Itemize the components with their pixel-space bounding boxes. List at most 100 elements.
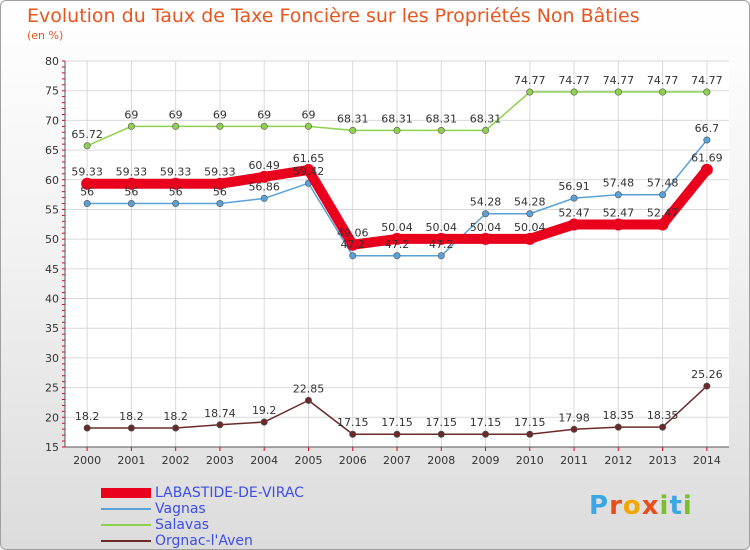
series-salavas-point <box>614 88 622 96</box>
series-vagnas-point <box>83 200 91 208</box>
y-tick-label: 50 <box>45 233 59 246</box>
unit-label: (en %) <box>27 29 64 42</box>
series-salavas-point <box>349 126 357 134</box>
legend-swatch-orgnac <box>101 540 151 542</box>
y-tick-label: 45 <box>45 263 59 276</box>
series-vagnas-point <box>349 252 357 260</box>
series-vagnas-point <box>614 191 622 199</box>
series-orgnac-data-label: 18.35 <box>603 409 635 422</box>
x-tick-label: 2005 <box>294 454 322 467</box>
x-tick-label: 2009 <box>472 454 500 467</box>
proxiti-logo: Proxiti <box>589 491 693 521</box>
series-labastide-data-label: 50.04 <box>381 221 413 234</box>
series-vagnas-point <box>260 194 268 202</box>
series-salavas-point <box>83 142 91 150</box>
series-vagnas-point <box>703 136 711 144</box>
series-orgnac-point <box>349 430 357 438</box>
series-salavas-data-label: 68.31 <box>470 112 502 125</box>
series-orgnac-point <box>393 430 401 438</box>
series-salavas-data-label: 74.77 <box>603 74 635 87</box>
series-vagnas-point <box>526 210 534 218</box>
chart-title: Evolution du Taux de Taxe Foncière sur l… <box>27 5 640 27</box>
logo-letter: x <box>641 491 660 521</box>
series-vagnas-data-label: 56.86 <box>248 180 280 193</box>
series-vagnas-data-label: 56 <box>169 186 183 199</box>
series-labastide-data-label: 59.33 <box>116 166 148 179</box>
series-labastide-point <box>612 218 625 231</box>
legend-item-orgnac: Orgnac-l'Aven <box>101 533 304 549</box>
series-vagnas-data-label: 56.91 <box>558 180 590 193</box>
logo-letter: i <box>682 491 693 521</box>
series-vagnas-point <box>659 191 667 199</box>
series-orgnac-data-label: 17.15 <box>337 416 369 429</box>
series-salavas-point <box>127 122 135 130</box>
series-vagnas-data-label: 56 <box>80 186 94 199</box>
series-vagnas-data-label: 59.42 <box>293 165 325 178</box>
series-orgnac-point <box>482 430 490 438</box>
series-salavas-data-label: 74.77 <box>691 74 723 87</box>
series-labastide-data-label: 59.33 <box>71 166 103 179</box>
series-orgnac-point <box>172 424 180 432</box>
series-salavas-point <box>437 126 445 134</box>
series-salavas-point <box>659 88 667 96</box>
series-orgnac-data-label: 18.2 <box>163 410 188 423</box>
series-labastide-point <box>700 163 713 176</box>
series-salavas-data-label: 65.72 <box>71 128 103 141</box>
series-labastide-point <box>213 177 226 190</box>
series-labastide-point <box>169 177 182 190</box>
series-orgnac-point <box>570 425 578 433</box>
series-orgnac-data-label: 17.98 <box>558 411 590 424</box>
series-orgnac-data-label: 17.15 <box>381 416 413 429</box>
series-labastide-data-label: 59.33 <box>204 166 236 179</box>
series-vagnas-point <box>437 252 445 260</box>
y-tick-label: 25 <box>45 382 59 395</box>
series-labastide-point <box>258 170 271 183</box>
series-orgnac-data-label: 18.35 <box>647 409 679 422</box>
series-orgnac-data-label: 25.26 <box>691 368 723 381</box>
series-orgnac-data-label: 17.15 <box>470 416 502 429</box>
series-vagnas-data-label: 57.48 <box>603 177 635 190</box>
logo-letter: i <box>659 491 670 521</box>
series-salavas-point <box>526 88 534 96</box>
series-orgnac-data-label: 17.15 <box>514 416 546 429</box>
series-labastide-data-label: 59.33 <box>160 166 192 179</box>
series-labastide-point <box>346 238 359 251</box>
series-salavas-point <box>393 126 401 134</box>
series-salavas-point <box>304 122 312 130</box>
series-vagnas-point <box>216 200 224 208</box>
series-vagnas-point <box>482 210 490 218</box>
series-salavas-data-label: 69 <box>169 108 183 121</box>
x-tick-label: 2008 <box>427 454 455 467</box>
series-labastide-point <box>391 232 403 245</box>
series-vagnas-data-label: 47.2 <box>429 238 454 251</box>
series-vagnas-data-label: 56 <box>124 186 138 199</box>
y-tick-label: 15 <box>45 441 59 454</box>
series-orgnac-data-label: 18.2 <box>75 410 100 423</box>
series-labastide-point <box>125 177 138 190</box>
series-salavas-data-label: 68.31 <box>381 112 413 125</box>
y-tick-label: 40 <box>45 293 59 306</box>
legend-item-salavas: Salavas <box>101 517 304 533</box>
series-salavas-data-label: 74.77 <box>558 74 590 87</box>
series-labastide-data-label: 52.47 <box>558 206 590 219</box>
y-tick-label: 20 <box>45 411 59 424</box>
legend: LABASTIDE-DE-VIRAC Vagnas Salavas Orgnac… <box>101 485 304 549</box>
series-orgnac-point <box>83 424 91 432</box>
series-salavas-data-label: 69 <box>257 108 271 121</box>
series-orgnac-data-label: 17.15 <box>426 416 458 429</box>
series-salavas-point <box>216 122 224 130</box>
x-tick-label: 2003 <box>206 454 234 467</box>
series-orgnac-data-label: 22.85 <box>293 382 325 395</box>
series-salavas-data-label: 69 <box>124 108 138 121</box>
y-tick-label: 70 <box>45 114 59 127</box>
series-labastide-point <box>479 232 492 245</box>
series-orgnac-point <box>614 423 622 431</box>
x-tick-label: 2010 <box>516 454 544 467</box>
x-tick-label: 2014 <box>693 454 721 467</box>
series-salavas-data-label: 68.31 <box>337 112 369 125</box>
x-tick-label: 2007 <box>383 454 411 467</box>
logo-letter: t <box>669 491 683 521</box>
series-salavas-point <box>570 88 578 96</box>
series-salavas-point <box>703 88 711 96</box>
